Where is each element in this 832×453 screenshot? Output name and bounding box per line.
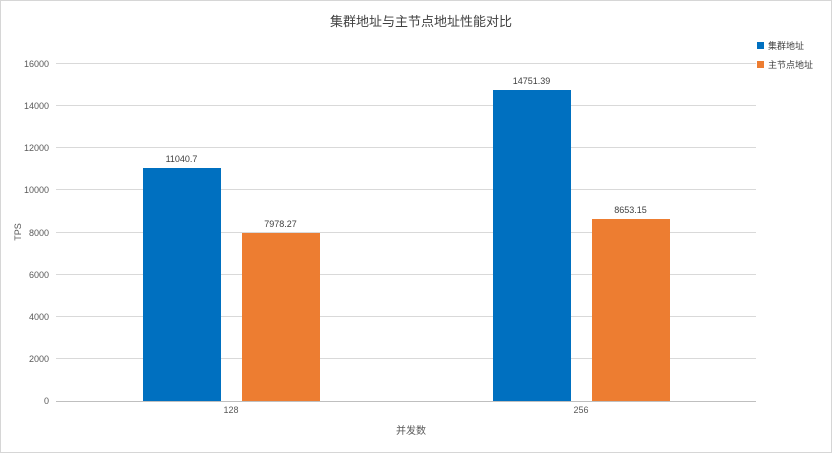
legend-label-master-node-address: 主节点地址 bbox=[767, 60, 813, 70]
y-axis-tick-label: 6000 bbox=[28, 269, 49, 280]
plot-area: 11040.7 14751.39 7978.27 8653.15 bbox=[56, 63, 756, 402]
bar-master-node-address-128 bbox=[241, 232, 320, 401]
gridline bbox=[56, 63, 756, 64]
gridline bbox=[56, 231, 756, 233]
y-axis-tick-label: 2000 bbox=[28, 353, 49, 364]
bar-cluster-address-128 bbox=[142, 168, 221, 401]
bar-value-label-master-node-address-256: 8653.15 bbox=[614, 204, 647, 215]
y-axis-tick-label: 12000 bbox=[23, 143, 49, 154]
legend-swatch-master-node-address bbox=[756, 61, 764, 68]
bar-value-label-cluster-address-128: 11040.7 bbox=[165, 154, 198, 165]
y-axis-tick-label: 8000 bbox=[28, 227, 49, 238]
legend-item-master-node-address: 主节点地址 bbox=[756, 58, 813, 71]
gridline bbox=[56, 315, 756, 317]
gridline bbox=[56, 357, 756, 359]
gridline bbox=[56, 147, 756, 149]
bar-value-label-cluster-address-256: 14751.39 bbox=[512, 76, 551, 87]
bar-cluster-address-256 bbox=[492, 90, 571, 401]
chart-title: 集群地址与主节点地址性能对比 bbox=[329, 14, 513, 29]
y-axis-tick-label: 4000 bbox=[28, 311, 49, 322]
gridline bbox=[56, 189, 756, 191]
y-axis-tick-label: 16000 bbox=[23, 59, 49, 69]
y-axis-tick-label: 10000 bbox=[23, 185, 49, 196]
x-axis-title: 并发数 bbox=[396, 426, 426, 437]
y-axis-tick-label: 0 bbox=[43, 396, 49, 406]
bar-master-node-address-256 bbox=[591, 218, 670, 401]
gridline bbox=[56, 273, 756, 275]
legend-label-cluster-address: 集群地址 bbox=[767, 41, 804, 51]
legend: 集群地址 主节点地址 bbox=[756, 39, 813, 77]
gridline bbox=[56, 105, 756, 107]
legend-swatch-cluster-address bbox=[756, 42, 764, 49]
y-axis-tick-label: 14000 bbox=[23, 101, 49, 112]
bar-value-label-master-node-address-128: 7978.27 bbox=[264, 218, 297, 229]
legend-item-cluster-address: 集群地址 bbox=[756, 39, 813, 52]
x-axis-tick-label: 128 bbox=[223, 405, 239, 415]
x-axis-tick-label: 256 bbox=[573, 405, 589, 415]
